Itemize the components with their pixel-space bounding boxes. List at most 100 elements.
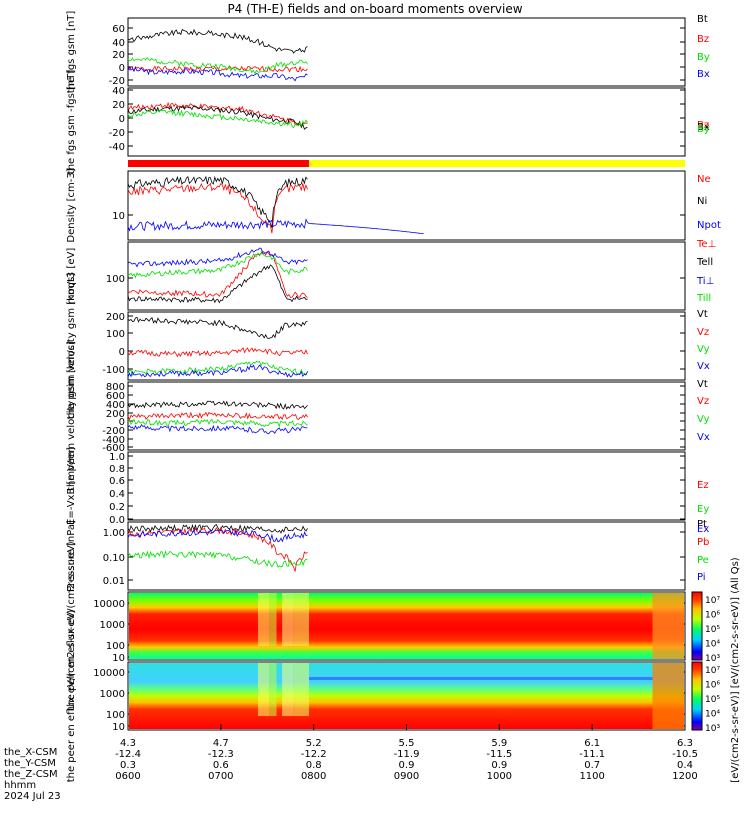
y-tick-label: 1.0: [109, 452, 125, 463]
legend-label: Bz: [697, 120, 709, 131]
spectrogram-tail: [652, 663, 684, 729]
series-line: [127, 364, 308, 378]
y-tick-label: 0: [119, 347, 125, 358]
legend-label: Vz: [697, 327, 709, 338]
y-tick-label: 10: [112, 211, 125, 222]
series-line: [127, 411, 308, 421]
y-tick-label: 100: [106, 329, 125, 340]
x-tick-label: -12.4: [115, 749, 141, 760]
series-line: [127, 523, 308, 534]
panel-frame: [127, 241, 686, 311]
x-tick-label: 6.3: [677, 738, 693, 749]
x-tick-label: 0.7: [584, 760, 600, 771]
series-line: [127, 316, 308, 340]
spectrogram-band: [282, 663, 294, 717]
y-tick-label: 60: [112, 24, 125, 35]
series-line: [127, 528, 308, 543]
panel-6: the peem velocity gsm [km/s] 800600400200…: [66, 341, 710, 491]
x-tick-label: -12.2: [301, 749, 327, 760]
x-tick-label: 0900: [394, 771, 419, 782]
y-tick-label: 200: [106, 409, 125, 420]
series-line: [127, 550, 308, 568]
panel-ylabel: the peir en eflux eV/(cm2-s-sr-eV): [66, 541, 77, 710]
spectrogram-9: [127, 591, 686, 661]
series-line: [127, 360, 308, 376]
legend-label: Vz: [697, 396, 709, 407]
panel-ylabel: Density [cm-3]: [66, 168, 77, 242]
y-tick-label: -20: [109, 128, 125, 139]
x-tick-label: 4.3: [120, 738, 136, 749]
spectrogram-tail: [652, 593, 684, 659]
y-tick-label: 1.00: [103, 528, 125, 539]
y-tick-label: 0.0: [109, 515, 125, 526]
colorbar-tick: 10⁴: [705, 710, 720, 720]
legend-label: Vt: [697, 379, 708, 390]
y-tick-label: -20: [109, 76, 125, 87]
y-tick-label: 0.8: [109, 464, 125, 475]
x-tick-label: 0700: [208, 771, 233, 782]
legend-label: Vt: [697, 309, 708, 320]
legend-label: Ne: [697, 174, 711, 185]
panel-8: Pressure [nPa] 1.00 0.10 0.01 Pt Pb Pe Pi: [66, 519, 709, 592]
x-tick-label: 1000: [487, 771, 512, 782]
spectrogram-fill: [129, 663, 684, 729]
x-tick-label: 4.7: [213, 738, 229, 749]
series-line: [127, 250, 308, 298]
legend-label: Bx: [697, 69, 710, 80]
series-line: [127, 423, 308, 435]
panel-3: Density [cm-3] 10 Ne Ni Npot: [66, 168, 721, 242]
colorbar-tick: 10⁶: [705, 681, 720, 691]
colorbar-tick: 10⁵: [705, 625, 720, 635]
x-tick-label: 0.4: [677, 760, 693, 771]
colorbar-tick: 10⁷: [705, 596, 720, 606]
legend-label: Ez: [697, 480, 709, 491]
legend-label: Pb: [697, 537, 709, 548]
legend-label: Bx: [697, 122, 710, 133]
x-tick-label: 0.3: [120, 760, 136, 771]
y-tick-label: 0.2: [109, 502, 125, 513]
x-tick-label: 1100: [579, 771, 604, 782]
x-tick-label: 5.5: [399, 738, 415, 749]
legend-label: Pi: [697, 572, 706, 583]
colorbar-1: [691, 661, 703, 731]
series-line: [127, 65, 308, 82]
y-tick-label: 600: [106, 391, 125, 402]
y-tick-label: 0: [119, 417, 125, 428]
x-tick-label: -11.9: [394, 749, 420, 760]
x-tick-label: 0.9: [491, 760, 507, 771]
spectrogram-10: [127, 661, 686, 731]
series-line: [127, 418, 308, 428]
legend-label: Bt: [697, 14, 708, 25]
x-tick-label: 0.8: [306, 760, 322, 771]
y-tick-label: 0: [119, 63, 125, 74]
panel-2: [128, 160, 685, 167]
legend-label: Bz: [697, 34, 709, 45]
panel-frame: [127, 451, 686, 521]
orbit-label-hhmm: hhmm: [4, 780, 37, 791]
y-tick-label: 10000: [93, 599, 125, 610]
y-tick-label: 400: [106, 400, 125, 411]
x-tick-label: -11.5: [486, 749, 512, 760]
y-tick-label: 10000: [93, 668, 125, 679]
colorbar-tick: 10⁶: [705, 611, 720, 621]
series-line: [127, 218, 424, 235]
series-line: [127, 56, 308, 75]
legend-label: Tell: [696, 257, 713, 268]
series-line: [127, 527, 308, 572]
y-tick-label: -100: [102, 365, 125, 376]
legend-label: By: [697, 52, 710, 63]
series-line: [127, 175, 308, 228]
y-tick-label: 40: [112, 38, 125, 49]
y-tick-label: 20: [112, 50, 125, 61]
legend-label: Vy: [697, 344, 710, 355]
x-tick-label: 0800: [301, 771, 326, 782]
series-line: [127, 264, 308, 304]
panel-4: moqt3 [eV] 100 Te⊥ Tell Ti⊥ Till: [66, 239, 716, 311]
colorbar-tick: 10³: [705, 724, 720, 734]
spectrogram-frame: [127, 591, 686, 661]
status-bar-segment: [309, 160, 685, 167]
spectrogram-band: [257, 593, 270, 647]
x-tick-label: 0.9: [399, 760, 415, 771]
